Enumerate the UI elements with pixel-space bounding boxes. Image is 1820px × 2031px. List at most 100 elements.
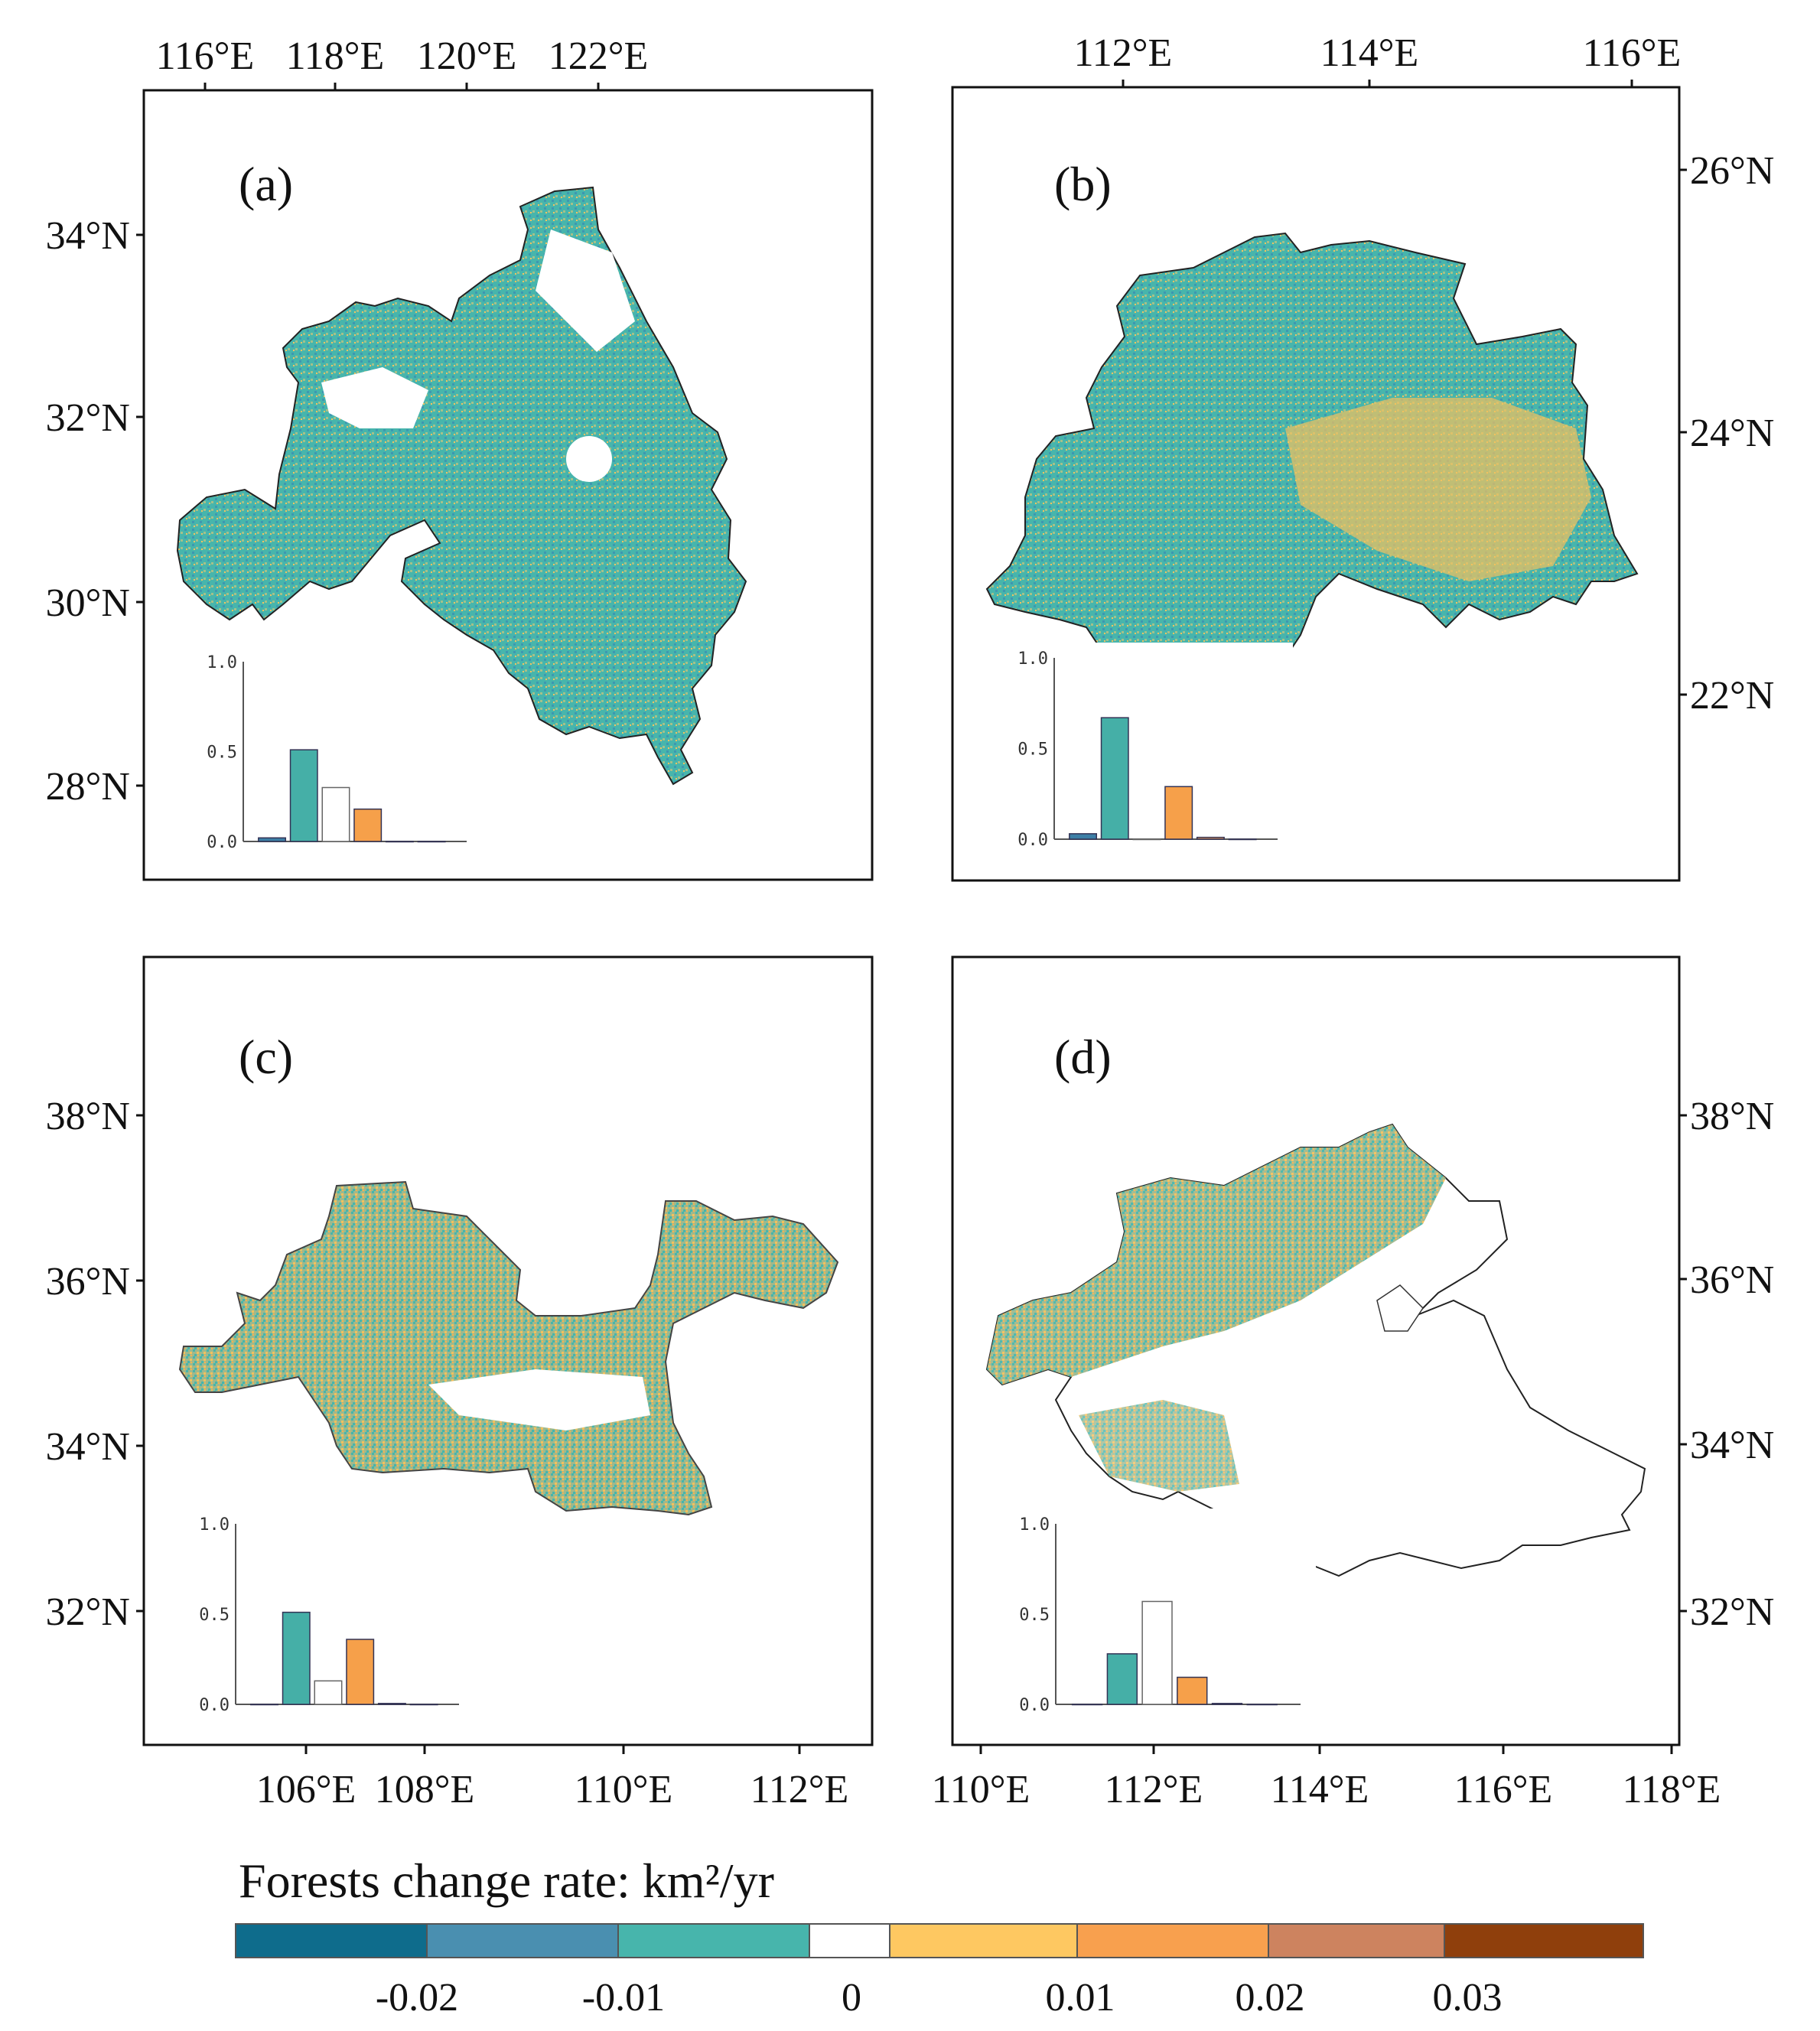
panel-c-bottom-tick-1: 108°E: [375, 1768, 475, 1811]
region-a-gap: [321, 367, 428, 428]
legend: Forests change rate: km²/yr -0.02 -0.01 0 0…: [235, 1854, 1644, 2020]
panel-d-right-tick-1: 36°N: [1690, 1258, 1774, 1302]
region-d-forest-zone: [987, 1125, 1446, 1385]
panel-b-right-tick-0: 26°N: [1690, 149, 1774, 193]
legend-swatch-3: [809, 1923, 890, 1958]
legend-swatch-1: [426, 1923, 619, 1958]
insets-layer: 1.0 0.5 0.0 1.0 0.5 0.0 1.0 0.5 0.0 1.0 0.5 0.0: [182, 643, 1316, 1720]
region-d-enclave: [1376, 1284, 1424, 1332]
inset-b-ytick-1: 0.5: [1017, 740, 1048, 760]
inset-d-ytick-1: 0.5: [1019, 1606, 1050, 1625]
legend-tick-1: -0.01: [582, 1976, 665, 2020]
inset-bg-b: [1001, 643, 1293, 854]
inset-b-bar-2: [1132, 838, 1161, 841]
axes-layer: 116°E 118°E 120°E 122°E 34°N 32°N 30°N 28°N 112°…: [46, 31, 1775, 1811]
inset-d-bar-1: [1106, 1653, 1138, 1705]
inset-b-ytick-2: 0.0: [1017, 831, 1048, 850]
inset-a-bar-1: [289, 749, 318, 842]
legend-tick-2: 0: [842, 1976, 861, 2020]
panel-d-bottom-tick-4: 118°E: [1623, 1768, 1721, 1811]
panel-c-left-tick-0: 38°N: [46, 1095, 130, 1138]
legend-title: Forests change rate: km²/yr: [239, 1854, 774, 1908]
inset-c-bar-2: [314, 1680, 343, 1705]
inset-c-bar-0: [250, 1704, 279, 1706]
panel-c-bottom-tick-0: 106°E: [256, 1768, 357, 1811]
panel-c-bottom-tick-2: 110°E: [575, 1768, 673, 1811]
region-d-south-forest: [1079, 1400, 1239, 1492]
inset-b-bar-3: [1164, 786, 1193, 840]
inset-a-bar-2: [321, 786, 350, 842]
inset-d-bar-5: [1246, 1704, 1278, 1706]
panel-a-left-tick-2: 30°N: [46, 581, 130, 625]
region-c-gap: [428, 1369, 650, 1430]
inset-a-bar-3: [353, 808, 383, 842]
panel-c-label: (c): [239, 1030, 293, 1084]
panel-d-bottom-tick-2: 114°E: [1271, 1768, 1369, 1811]
legend-tick-0: -0.02: [376, 1976, 458, 2020]
inset-a-bar-4: [385, 841, 414, 843]
inset-b-bar-0: [1069, 833, 1098, 840]
inset-c-bar-5: [409, 1704, 438, 1706]
inset-chart-b: 1.0 0.5 0.0: [1001, 643, 1293, 854]
legend-swatch-2: [617, 1923, 810, 1958]
inset-d-ytick-2: 0.0: [1019, 1696, 1050, 1715]
panel-d-right-tick-2: 34°N: [1690, 1424, 1774, 1467]
panel-a-label: (a): [239, 157, 293, 211]
panel-b-right-tick-2: 22°N: [1690, 674, 1774, 718]
panel-a-top-tick-1: 118°E: [286, 34, 385, 78]
panel-b-top-tick-0: 112°E: [1074, 31, 1173, 75]
panel-d-bottom-tick-1: 112°E: [1105, 1768, 1203, 1811]
legend-swatch-4: [889, 1923, 1078, 1958]
region-b-gain-zone: [1285, 398, 1591, 581]
panel-a-top-tick-3: 122°E: [549, 34, 649, 78]
inset-c-ytick-1: 0.5: [199, 1606, 230, 1625]
panel-d-bottom-tick-0: 110°E: [932, 1768, 1030, 1811]
panel-b-top-tick-2: 116°E: [1583, 31, 1682, 75]
panel-c-left-tick-1: 36°N: [46, 1260, 130, 1304]
panel-b-right-tick-1: 24°N: [1690, 412, 1774, 455]
inset-chart-c: 1.0 0.5 0.0: [182, 1509, 474, 1720]
legend-swatch-5: [1076, 1923, 1269, 1958]
legend-swatch-7: [1444, 1923, 1644, 1958]
panel-c-left-tick-2: 34°N: [46, 1425, 130, 1469]
region-c-map: [178, 1180, 839, 1516]
panel-d-bottom-tick-3: 116°E: [1454, 1768, 1553, 1811]
legend-colorbar: [235, 1923, 1644, 1958]
inset-d-ytick-0: 1.0: [1019, 1515, 1050, 1535]
legend-tick-3: 0.01: [1046, 1976, 1115, 2020]
region-a-gap-north: [536, 229, 635, 352]
panel-c-bottom-tick-3: 112°E: [750, 1768, 849, 1811]
legend-tick-labels: -0.02 -0.01 0 0.01 0.02 0.03: [376, 1976, 1503, 2020]
inset-b-bar-4: [1196, 836, 1225, 840]
inset-b-ytick-0: 1.0: [1017, 649, 1048, 669]
inset-b-bar-1: [1100, 717, 1129, 840]
panel-c: [142, 955, 874, 1746]
legend-tick-4: 0.02: [1236, 1976, 1305, 2020]
inset-a-bar-5: [417, 841, 446, 843]
inset-d-bar-2: [1141, 1600, 1173, 1705]
panel-a-top-tick-0: 116°E: [156, 34, 255, 78]
panel-a-left-tick-3: 28°N: [46, 765, 130, 809]
inset-c-ytick-0: 1.0: [199, 1515, 230, 1535]
inset-a-ytick-0: 1.0: [207, 653, 237, 672]
panel-a-left-tick-0: 34°N: [46, 214, 130, 258]
panel-d-label: (d): [1054, 1030, 1112, 1084]
panel-c-left-tick-3: 32°N: [46, 1590, 130, 1634]
inset-chart-a: 1.0 0.5 0.0: [190, 646, 482, 857]
inset-c-ytick-2: 0.0: [199, 1696, 230, 1715]
panel-d-right-tick-0: 38°N: [1690, 1095, 1774, 1138]
panel-b-label: (b): [1054, 157, 1112, 211]
panel-d-right-tick-3: 32°N: [1690, 1590, 1774, 1634]
inset-a-bar-0: [258, 837, 287, 842]
inset-a-ytick-1: 0.5: [207, 744, 237, 763]
panel-b-top-tick-1: 114°E: [1320, 31, 1419, 75]
legend-swatch-6: [1268, 1923, 1445, 1958]
inset-c-bar-1: [282, 1611, 311, 1705]
inset-a-ytick-2: 0.0: [207, 833, 237, 852]
legend-swatch-0: [235, 1923, 428, 1958]
inset-c-bar-3: [346, 1639, 375, 1705]
panel-a-top-tick-2: 120°E: [417, 34, 517, 78]
panel-a-left-tick-1: 32°N: [46, 396, 130, 440]
inset-b-bar-5: [1228, 838, 1257, 841]
